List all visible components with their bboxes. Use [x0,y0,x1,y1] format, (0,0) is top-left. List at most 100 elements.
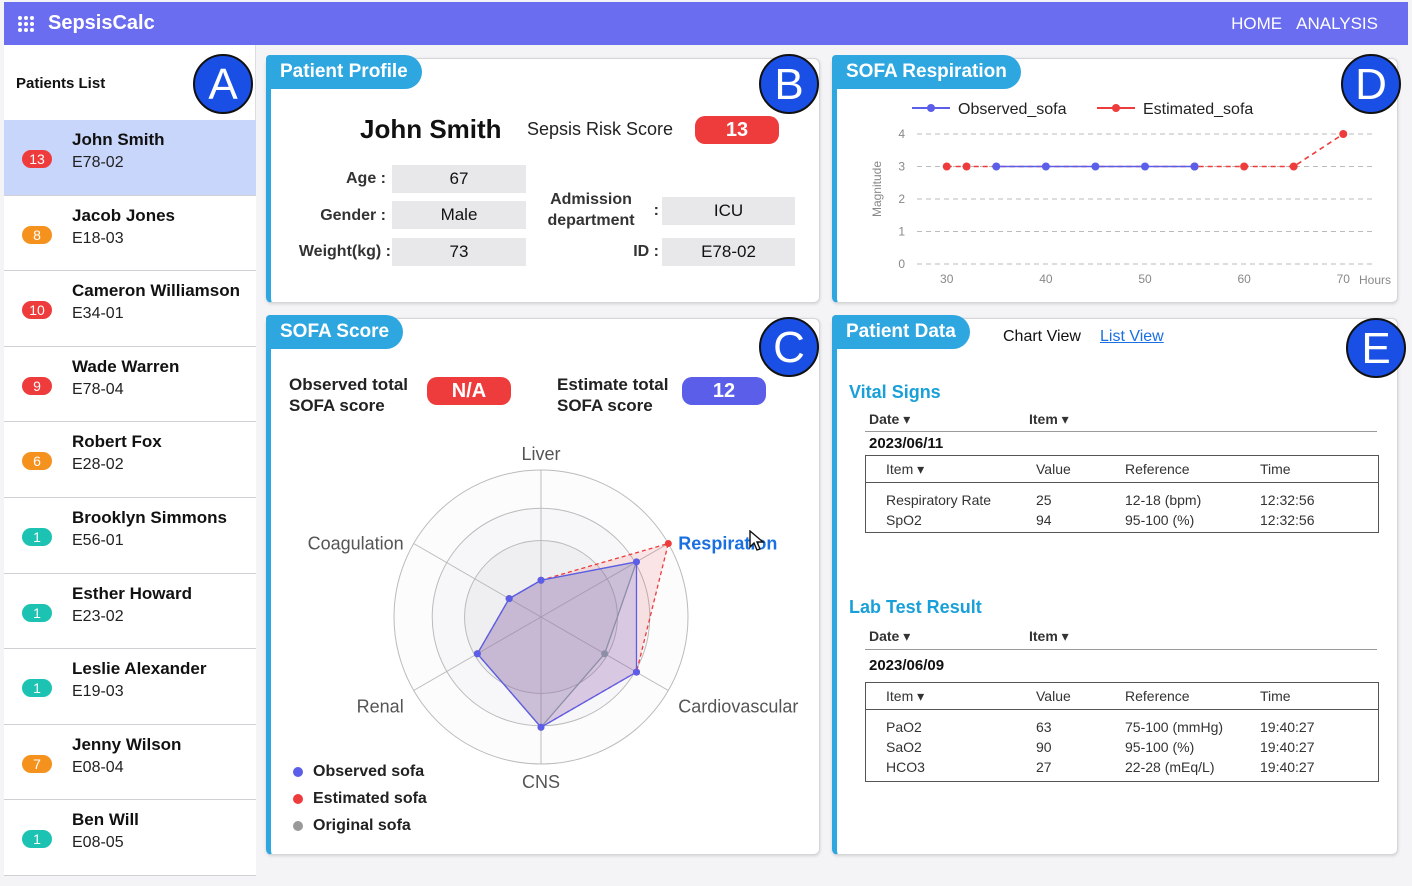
patient-id: E23-02 [72,607,124,625]
top-bar: SepsisCalc HOME ANALYSIS [4,2,1408,45]
patient-list: 13 John Smith E78-02 8 Jacob Jones E18-03 10 Ca… [4,120,256,876]
sidebar-title: Patients List [16,75,106,92]
table-header-divider [866,482,1378,483]
department-value: ICU [662,197,795,225]
patient-list-item[interactable]: 6 Robert Fox E28-02 [4,422,256,498]
sofa-respiration-tag: SOFA Respiration [832,55,1021,89]
legend-estimated-label: Estimated sofa [313,790,427,807]
observed-total-label-1: Observed total [289,375,409,394]
tab-chart-view[interactable]: Chart View [1003,328,1081,345]
y-axis-label: Magnitude [870,161,884,217]
lab-col-item[interactable]: Item ▾ [886,688,925,704]
estimate-total-label-2: SOFA score [557,396,653,415]
estimate-total-label-1: Estimate total [557,375,669,394]
table-cell: 95-100 (%) [1125,739,1195,755]
risk-badge: 1 [22,603,52,622]
radar-spoke [540,543,669,618]
mouse-cursor-icon [749,530,765,551]
line-point [962,162,971,171]
patient-list-item[interactable]: 10 Cameron Williamson E34-01 [4,271,256,347]
nav-home[interactable]: HOME [1231,14,1283,33]
legend-marker [927,104,935,112]
table-cell: 63 [1036,719,1052,735]
patient-name: Wade Warren [72,356,180,376]
y-tick-label: 3 [898,160,905,174]
tab-list-view[interactable]: List View [1100,328,1164,345]
marker-b: B [759,54,819,114]
nav-analysis[interactable]: ANALYSIS [1296,14,1378,33]
sofa-radar-chart: LiverRespirationCardiovascularCNSRenalCo… [308,444,799,792]
legend-estimated-dot [293,793,303,804]
lab-results-title: Lab Test Result [849,597,982,617]
admission-label-1: Admission [550,191,632,208]
marker-e: E [1346,318,1406,378]
risk-badge: 1 [22,679,52,698]
y-tick-label: 1 [898,225,905,239]
lab-col-reference: Reference [1125,688,1190,704]
patient-list-item[interactable]: 1 Leslie Alexander E19-03 [4,649,256,725]
risk-badge: 1 [22,527,52,546]
patient-list-item[interactable]: 1 Brooklyn Simmons E56-01 [4,497,256,574]
line-point [1289,162,1298,171]
divider [865,431,1377,432]
vital-date-sort[interactable]: Date ▾ [869,411,911,427]
radar-point [505,595,513,603]
radar-point [632,668,640,676]
patient-list-item[interactable]: 9 Wade Warren E78-04 [4,346,256,423]
admission-colon: : [653,202,659,219]
table-cell: Respiratory Rate [886,492,992,508]
patient-id: E18-03 [72,229,124,247]
gender-value: Male [392,201,526,229]
gender-label: Gender : [320,207,386,224]
risk-badge: 6 [22,452,52,471]
sofa-respiration-panel: SOFA Respiration 0 1 2 3 4 30 40 50 60 70 Hours Mag… [832,55,1398,303]
patient-list-item[interactable]: 8 Jacob Jones E18-03 [4,195,256,272]
legend-observed-label: Observed sofa [313,763,425,780]
patient-name: John Smith [72,130,165,149]
lab-col-value: Value [1036,688,1071,704]
patient-id: E56-01 [72,531,124,549]
risk-badge: 10 [22,301,52,320]
observed-total-badge: N/A [427,377,511,405]
table-cell: HCO3 [886,759,925,775]
vital-signs-title: Vital Signs [849,382,941,402]
legend-original: Original sofa [293,817,411,835]
table-cell: SpO2 [886,512,922,528]
risk-score-label: Sepsis Risk Score [527,119,674,139]
table-header-divider [866,709,1378,710]
legend-label: Estimated_sofa [1143,101,1253,118]
patient-profile-panel: Patient Profile John Smith Sepsis Risk S… [266,55,820,303]
radar-point [664,540,672,547]
vital-col-reference: Reference [1125,461,1190,477]
risk-badge: 8 [22,225,52,244]
observed-total-label-2: SOFA score [289,396,385,415]
patient-id: E34-01 [72,305,124,323]
vital-col-item[interactable]: Item ▾ [886,461,925,477]
weight-label: Weight(kg) : [298,243,391,260]
patient-list-item[interactable]: 1 Esther Howard E23-02 [4,573,256,650]
patient-data-panel: Patient Data Chart View List View Vital … [832,315,1398,855]
patient-list-item[interactable]: 7 Jenny Wilson E08-04 [4,724,256,801]
lab-date-sort[interactable]: Date ▾ [869,628,911,644]
patients-sidebar: Patients List 13 John Smith E78-02 8 Jacob J… [4,45,256,876]
admission-label-2: department [547,212,635,229]
weight-value: 73 [392,238,526,266]
lab-date: 2023/06/09 [869,657,945,674]
patient-list-item[interactable]: 13 John Smith E78-02 [4,120,256,196]
apps-grid-icon[interactable] [18,16,36,32]
table-cell: SaO2 [886,739,922,755]
lab-item-sort[interactable]: Item ▾ [1029,628,1069,644]
table-cell: PaO2 [886,719,922,735]
table-cell: 27 [1036,759,1052,775]
line-series-estimated_sofa [946,133,1344,168]
risk-badge: 7 [22,754,52,773]
line-point [1041,162,1050,171]
vital-item-sort[interactable]: Item ▾ [1029,411,1069,427]
line-point [1091,162,1100,171]
patient-data-tag: Patient Data [832,315,970,349]
patient-name: Robert Fox [72,432,162,452]
patient-list-item[interactable]: 1 Ben Will E08-05 [4,800,256,876]
lab-results-table: Item ▾ Value Reference Time PaO2 63 75-100… [865,682,1379,782]
x-tick-label: 40 [1039,272,1053,286]
